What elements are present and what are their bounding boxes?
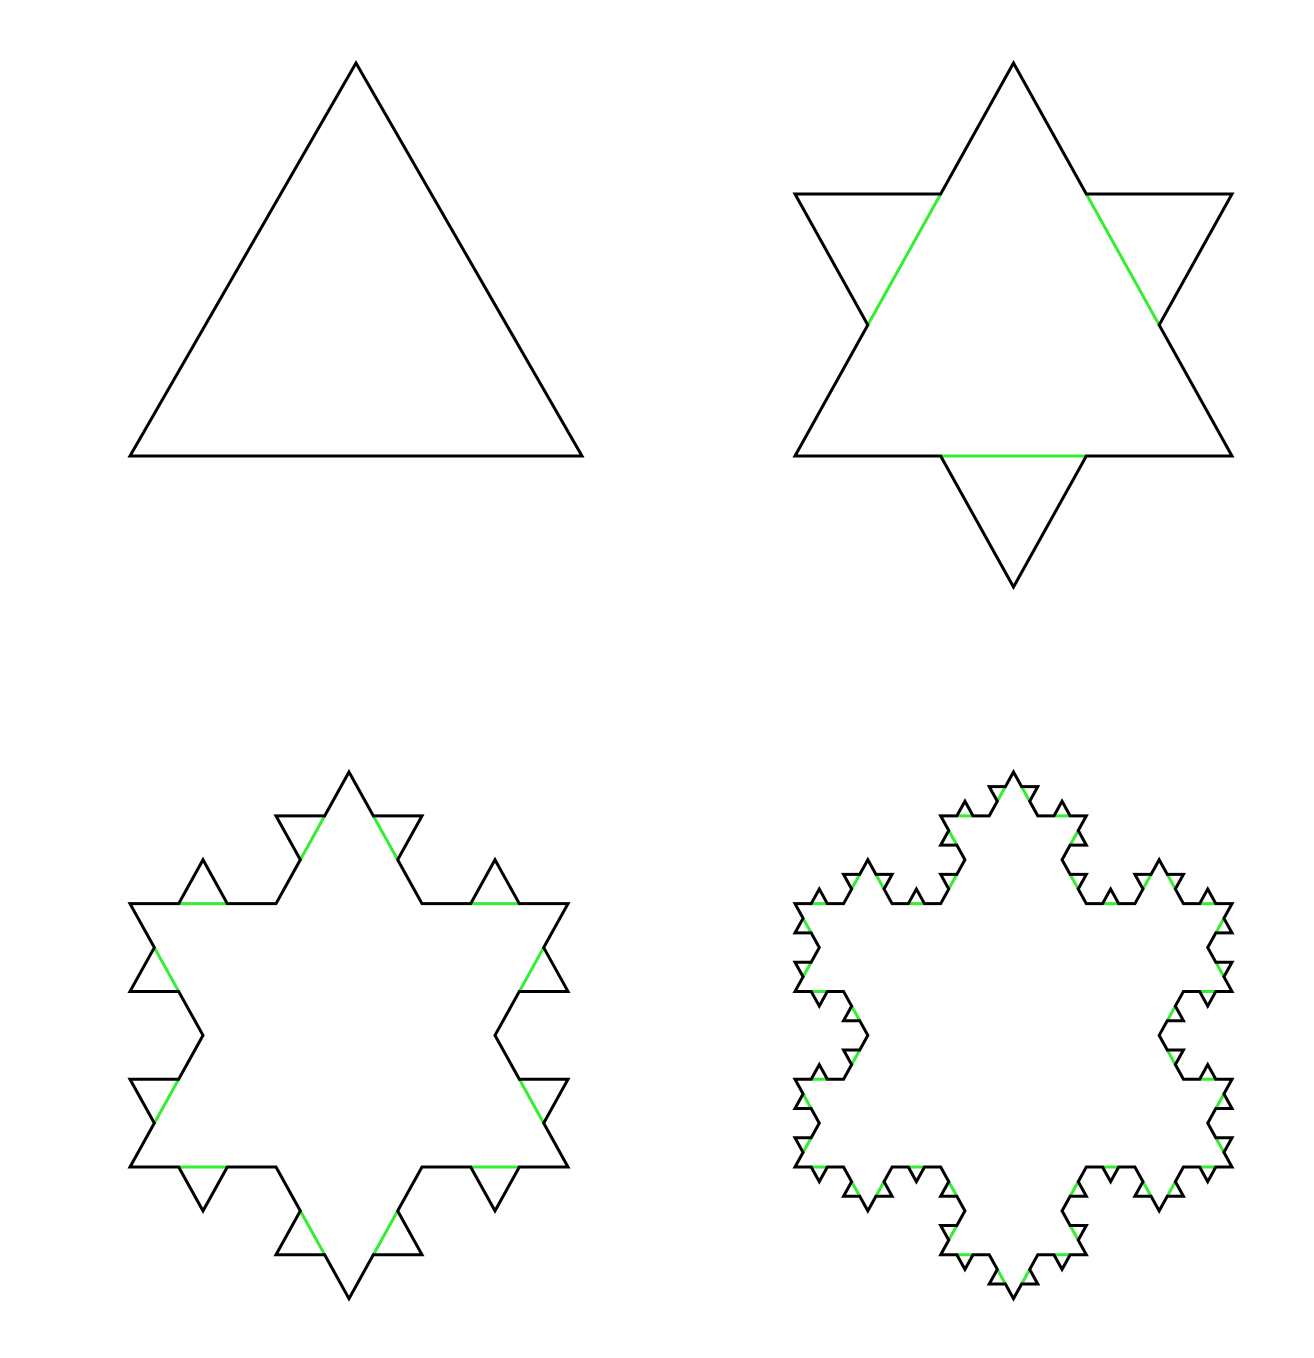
removed-segment [153, 1078, 180, 1124]
removed-segment [850, 873, 862, 890]
removed-segment [518, 1078, 545, 1124]
removed-segment [801, 1137, 813, 1154]
removed-segment [1214, 961, 1226, 978]
removed-segment [850, 1049, 862, 1066]
removed-segment [996, 785, 1007, 802]
removed-segment [1165, 1049, 1177, 1066]
removed-segment [299, 1210, 326, 1256]
removed-segment [1141, 873, 1153, 890]
removed-segment [1068, 1224, 1080, 1241]
removed-segment [299, 815, 326, 861]
removed-segment [1165, 1180, 1177, 1197]
koch-outline-0 [127, 59, 585, 458]
removed-segment [1068, 829, 1080, 846]
removed-segment [1020, 1268, 1031, 1285]
removed-segment [947, 829, 959, 846]
removed-segment [947, 1180, 959, 1197]
removed-segment [1165, 873, 1177, 890]
removed-segment [1020, 785, 1031, 802]
removed-segment [947, 1224, 959, 1241]
koch-outline-3 [792, 768, 1235, 1302]
removed-segment [1214, 1093, 1226, 1110]
removed-segment [1141, 1180, 1153, 1197]
removed-segment [1085, 193, 1161, 326]
removed-segment [372, 815, 399, 861]
removed-segment [874, 873, 886, 890]
removed-segment [801, 1093, 813, 1110]
removed-segment [1068, 873, 1080, 890]
removed-segment [153, 946, 180, 993]
removed-segment [850, 1180, 862, 1197]
removed-segment [1214, 917, 1226, 934]
removed-segment [996, 1268, 1007, 1285]
removed-segment [874, 1180, 886, 1197]
removed-segment [518, 946, 545, 993]
removed-segment [1214, 1137, 1226, 1154]
koch-outline-2 [127, 768, 571, 1302]
removed-segment [866, 193, 942, 326]
removed-segment [1068, 1180, 1080, 1197]
koch-outline-1 [792, 59, 1235, 591]
removed-segment [372, 1210, 399, 1256]
removed-segment [1165, 1005, 1177, 1022]
removed-segment [850, 1005, 862, 1022]
removed-segment [947, 873, 959, 890]
removed-segment [801, 917, 813, 934]
removed-segment [801, 961, 813, 978]
